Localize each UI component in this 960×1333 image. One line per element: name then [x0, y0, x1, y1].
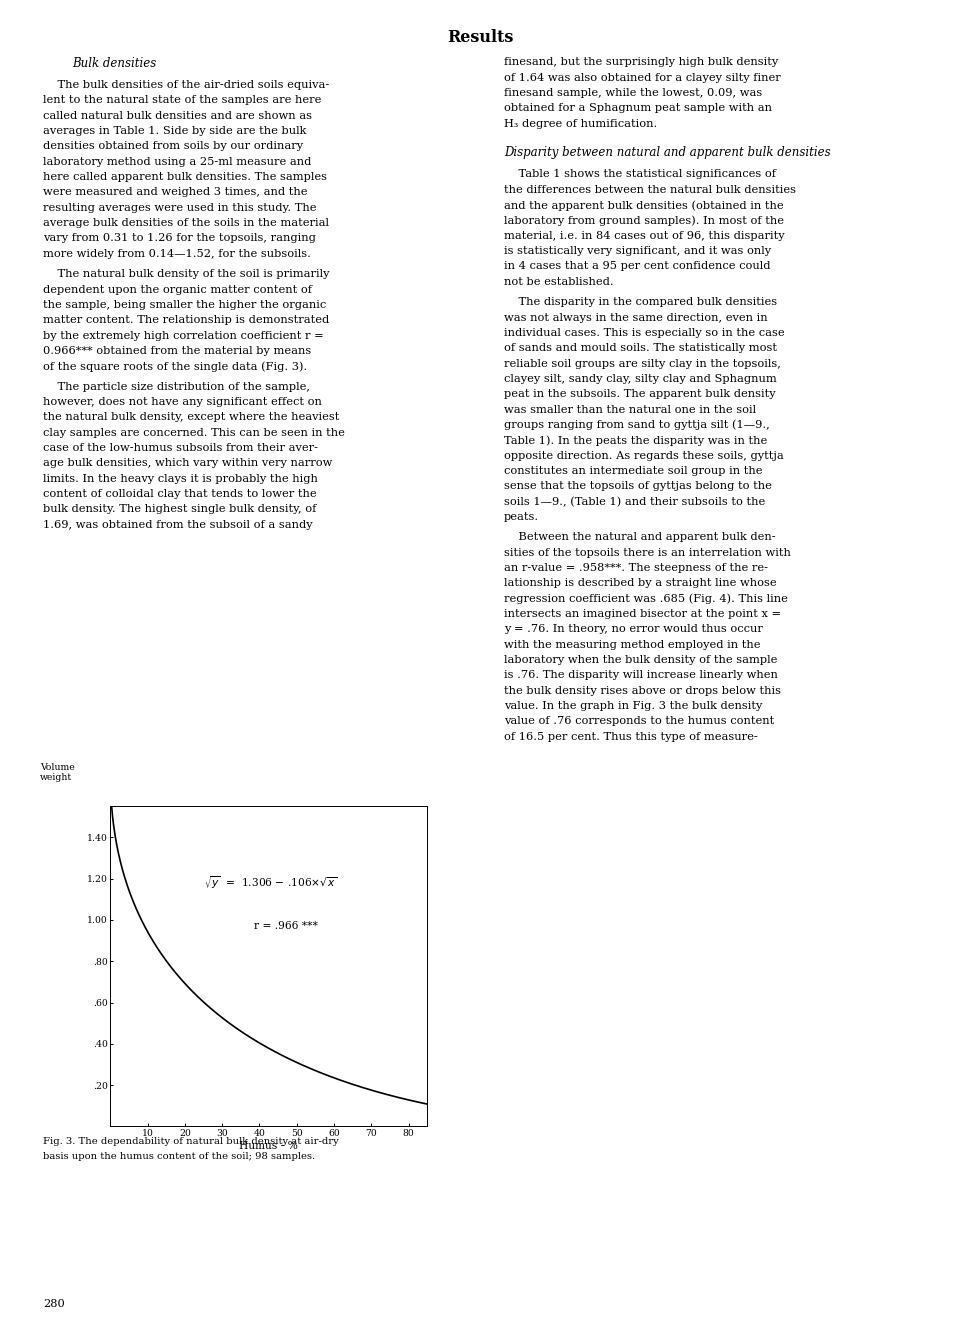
Text: were measured and weighed 3 times, and the: were measured and weighed 3 times, and t… [43, 187, 308, 197]
Text: material, i.e. in 84 cases out of 96, this disparity: material, i.e. in 84 cases out of 96, th… [504, 231, 784, 241]
Text: lent to the natural state of the samples are here: lent to the natural state of the samples… [43, 96, 322, 105]
Text: matter content. The relationship is demonstrated: matter content. The relationship is demo… [43, 315, 329, 325]
Text: Results: Results [446, 29, 514, 47]
Text: basis upon the humus content of the soil; 98 samples.: basis upon the humus content of the soil… [43, 1152, 315, 1161]
Text: obtained for a Sphagnum peat sample with an: obtained for a Sphagnum peat sample with… [504, 103, 772, 113]
Text: clay samples are concerned. This can be seen in the: clay samples are concerned. This can be … [43, 428, 345, 437]
Text: laboratory method using a 25-ml measure and: laboratory method using a 25-ml measure … [43, 156, 312, 167]
Text: is .76. The disparity will increase linearly when: is .76. The disparity will increase line… [504, 670, 778, 680]
Text: finesand sample, while the lowest, 0.09, was: finesand sample, while the lowest, 0.09,… [504, 88, 762, 99]
Text: of 1.64 was also obtained for a clayey silty finer: of 1.64 was also obtained for a clayey s… [504, 72, 780, 83]
Text: The disparity in the compared bulk densities: The disparity in the compared bulk densi… [504, 297, 778, 307]
Text: 280: 280 [43, 1298, 65, 1309]
Text: Bulk densities: Bulk densities [72, 57, 156, 71]
Text: an r-value = .958***. The steepness of the re-: an r-value = .958***. The steepness of t… [504, 563, 768, 573]
Text: finesand, but the surprisingly high bulk density: finesand, but the surprisingly high bulk… [504, 57, 779, 68]
Text: H₃ degree of humification.: H₃ degree of humification. [504, 119, 658, 129]
Text: The particle size distribution of the sample,: The particle size distribution of the sa… [43, 381, 310, 392]
Text: r = .966 ***: r = .966 *** [253, 921, 318, 932]
Text: individual cases. This is especially so in the case: individual cases. This is especially so … [504, 328, 784, 337]
Text: the differences between the natural bulk densities: the differences between the natural bulk… [504, 185, 796, 195]
Text: by the extremely high correlation coefficient r =: by the extremely high correlation coeffi… [43, 331, 324, 340]
Text: limits. In the heavy clays it is probably the high: limits. In the heavy clays it is probabl… [43, 473, 318, 484]
Text: peats.: peats. [504, 512, 540, 521]
Text: $\sqrt{y}$  =  1.306 $-$ .106$\times\sqrt{x}$: $\sqrt{y}$ = 1.306 $-$ .106$\times\sqrt{… [204, 874, 338, 892]
Text: constitutes an intermediate soil group in the: constitutes an intermediate soil group i… [504, 465, 762, 476]
Text: the bulk density rises above or drops below this: the bulk density rises above or drops be… [504, 685, 781, 696]
Text: is statistically very significant, and it was only: is statistically very significant, and i… [504, 247, 771, 256]
Text: was smaller than the natural one in the soil: was smaller than the natural one in the … [504, 404, 756, 415]
Text: Disparity between natural and apparent bulk densities: Disparity between natural and apparent b… [504, 147, 830, 160]
Text: here called apparent bulk densities. The samples: here called apparent bulk densities. The… [43, 172, 327, 183]
Text: value. In the graph in Fig. 3 the bulk density: value. In the graph in Fig. 3 the bulk d… [504, 701, 762, 710]
Text: with the measuring method employed in the: with the measuring method employed in th… [504, 640, 760, 649]
Text: densities obtained from soils by our ordinary: densities obtained from soils by our ord… [43, 141, 303, 152]
Text: groups ranging from sand to gyttja silt (1—9.,: groups ranging from sand to gyttja silt … [504, 420, 770, 431]
Text: reliable soil groups are silty clay in the topsoils,: reliable soil groups are silty clay in t… [504, 359, 780, 368]
Text: regression coefficient was .685 (Fig. 4). This line: regression coefficient was .685 (Fig. 4)… [504, 593, 788, 604]
Text: bulk density. The highest single bulk density, of: bulk density. The highest single bulk de… [43, 504, 317, 515]
Text: opposite direction. As regards these soils, gyttja: opposite direction. As regards these soi… [504, 451, 783, 460]
Text: The bulk densities of the air-dried soils equiva-: The bulk densities of the air-dried soil… [43, 80, 329, 91]
Text: The natural bulk density of the soil is primarily: The natural bulk density of the soil is … [43, 269, 329, 279]
Text: however, does not have any significant effect on: however, does not have any significant e… [43, 397, 322, 407]
Text: age bulk densities, which vary within very narrow: age bulk densities, which vary within ve… [43, 459, 332, 468]
Text: sities of the topsoils there is an interrelation with: sities of the topsoils there is an inter… [504, 548, 791, 557]
Text: of the square roots of the single data (Fig. 3).: of the square roots of the single data (… [43, 361, 307, 372]
Text: of sands and mould soils. The statistically most: of sands and mould soils. The statistica… [504, 343, 777, 353]
Text: Table 1). In the peats the disparity was in the: Table 1). In the peats the disparity was… [504, 435, 767, 445]
Text: of 16.5 per cent. Thus this type of measure-: of 16.5 per cent. Thus this type of meas… [504, 732, 757, 741]
Text: called natural bulk densities and are shown as: called natural bulk densities and are sh… [43, 111, 312, 121]
Text: Table 1 shows the statistical significances of: Table 1 shows the statistical significan… [504, 169, 776, 180]
Text: more widely from 0.14—1.52, for the subsoils.: more widely from 0.14—1.52, for the subs… [43, 248, 311, 259]
Text: the natural bulk density, except where the heaviest: the natural bulk density, except where t… [43, 412, 340, 423]
Text: peat in the subsoils. The apparent bulk density: peat in the subsoils. The apparent bulk … [504, 389, 776, 399]
Text: y = .76. In theory, no error would thus occur: y = .76. In theory, no error would thus … [504, 624, 763, 635]
Text: was not always in the same direction, even in: was not always in the same direction, ev… [504, 312, 768, 323]
X-axis label: Humus - %: Humus - % [239, 1141, 299, 1150]
Text: Between the natural and apparent bulk den-: Between the natural and apparent bulk de… [504, 532, 776, 543]
Text: and the apparent bulk densities (obtained in the: and the apparent bulk densities (obtaine… [504, 200, 783, 211]
Text: sense that the topsoils of gyttjas belong to the: sense that the topsoils of gyttjas belon… [504, 481, 772, 491]
Text: intersects an imagined bisector at the point x =: intersects an imagined bisector at the p… [504, 609, 781, 619]
Text: not be established.: not be established. [504, 277, 613, 287]
Text: laboratory from ground samples). In most of the: laboratory from ground samples). In most… [504, 216, 784, 225]
Text: Volume
weight: Volume weight [40, 762, 75, 782]
Text: in 4 cases that a 95 per cent confidence could: in 4 cases that a 95 per cent confidence… [504, 261, 771, 272]
Text: vary from 0.31 to 1.26 for the topsoils, ranging: vary from 0.31 to 1.26 for the topsoils,… [43, 233, 316, 244]
Text: value of .76 corresponds to the humus content: value of .76 corresponds to the humus co… [504, 716, 775, 726]
Text: average bulk densities of the soils in the material: average bulk densities of the soils in t… [43, 217, 329, 228]
Text: the sample, being smaller the higher the organic: the sample, being smaller the higher the… [43, 300, 326, 309]
Text: laboratory when the bulk density of the sample: laboratory when the bulk density of the … [504, 655, 778, 665]
Text: dependent upon the organic matter content of: dependent upon the organic matter conten… [43, 284, 312, 295]
Text: 1.69, was obtained from the subsoil of a sandy: 1.69, was obtained from the subsoil of a… [43, 520, 313, 529]
Text: case of the low-humus subsoils from their aver-: case of the low-humus subsoils from thei… [43, 443, 318, 453]
Text: averages in Table 1. Side by side are the bulk: averages in Table 1. Side by side are th… [43, 125, 306, 136]
Text: content of colloidal clay that tends to lower the: content of colloidal clay that tends to … [43, 489, 317, 499]
Text: clayey silt, sandy clay, silty clay and Sphagnum: clayey silt, sandy clay, silty clay and … [504, 373, 777, 384]
Text: 0.966*** obtained from the material by means: 0.966*** obtained from the material by m… [43, 345, 311, 356]
Text: Fig. 3. The dependability of natural bulk density at air-dry: Fig. 3. The dependability of natural bul… [43, 1137, 339, 1146]
Text: soils 1—9., (Table 1) and their subsoils to the: soils 1—9., (Table 1) and their subsoils… [504, 496, 765, 507]
Text: lationship is described by a straight line whose: lationship is described by a straight li… [504, 579, 777, 588]
Text: resulting averages were used in this study. The: resulting averages were used in this stu… [43, 203, 317, 213]
